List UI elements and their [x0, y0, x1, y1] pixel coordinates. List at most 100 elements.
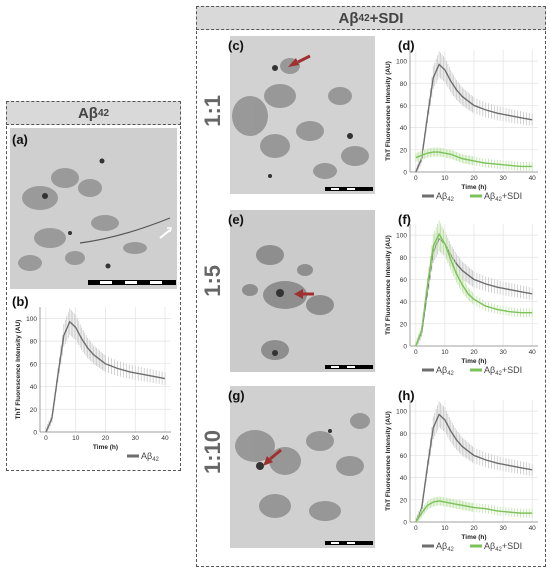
tem-image-c: [230, 36, 375, 194]
x-axis-label: Time (h): [461, 358, 486, 365]
x-tick-label: 10: [441, 349, 449, 356]
legend-label-sub: 42: [495, 197, 502, 203]
x-tick-label: 10: [441, 175, 449, 182]
left-group-title: Aβ 42: [6, 101, 181, 125]
panel-label-d: (d): [398, 38, 415, 53]
x-tick-label: 0: [414, 175, 418, 182]
y-tick-label: 60: [400, 453, 408, 460]
chart-b: 0 20 40 60 80 100 0 10 20 30 40 Time (h) ThT Fluores…: [10, 293, 177, 468]
panel-label-e: (e): [228, 212, 244, 227]
legend-label: Aβ42+SDI: [484, 365, 522, 377]
x-tick-label: 40: [529, 175, 537, 182]
legend-label-sub: 42: [447, 547, 454, 553]
tem-image-e: [230, 210, 375, 372]
x-tick-label: 40: [161, 435, 169, 442]
chart-svg-d: 0 20 40 60 80 100 0 10 20 30 40 Time (h) ThT Fluores…: [385, 50, 538, 203]
panel-label-c: (c): [228, 38, 244, 53]
y-axis-label: ThT Fluorescence Intensity (AU): [385, 235, 392, 335]
right-group-title: Aβ 42 +SDI: [196, 6, 546, 30]
y-tick-label: 40: [400, 475, 408, 482]
y-tick-label: 80: [400, 81, 408, 88]
series-line-abeta: [415, 413, 533, 523]
x-tick-label: 40: [529, 349, 537, 356]
ratio-label-1-10: 1:10: [200, 430, 225, 475]
chart-svg-b: 0 20 40 60 80 100 0 10 20 30 40 Time (h) ThT Fluores…: [15, 307, 171, 463]
y-tick-label: 60: [30, 361, 38, 368]
x-tick-label: 20: [470, 349, 478, 356]
x-tick-label: 10: [441, 525, 449, 532]
ratio-label-1-1: 1:1: [200, 95, 225, 127]
y-tick-label: 0: [403, 344, 407, 351]
x-tick-label: 30: [499, 525, 507, 532]
x-tick-label: 20: [470, 175, 478, 182]
series-line-sdi: [415, 500, 533, 523]
panel-label-a: (a): [12, 132, 28, 147]
y-tick-label: 0: [403, 170, 407, 177]
legend-label-suffix: +SDI: [502, 541, 522, 551]
legend-label-sub: 42: [152, 457, 159, 463]
y-tick-label: 100: [396, 233, 407, 240]
ratio-label-1-5: 1:5: [200, 265, 225, 297]
y-tick-label: 20: [400, 147, 408, 154]
legend-label: Aβ42+SDI: [484, 191, 522, 203]
legend-label-sub: 42: [447, 197, 454, 203]
tem-image-g: [230, 386, 375, 548]
chart-svg-f: 0 20 40 60 80 100 0 10 20 30 40 Time (h) ThT Fluores…: [385, 220, 538, 377]
panel-label-h: (h): [398, 388, 415, 403]
chart-f: 0 20 40 60 80 100 0 10 20 30 40 Time (h) ThT Fluores…: [380, 210, 544, 382]
chart-svg-h: 0 20 40 60 80 100 0 10 20 30 40 Time (h) ThT Fluores…: [385, 400, 538, 553]
y-tick-label: 80: [400, 431, 408, 438]
series-line-sdi: [415, 232, 533, 347]
chart-h: 0 20 40 60 80 100 0 10 20 30 40 Time (h) ThT Fluores…: [380, 386, 544, 558]
y-tick-label: 100: [26, 316, 37, 323]
y-tick-label: 80: [30, 339, 38, 346]
y-tick-label: 20: [400, 497, 408, 504]
y-tick-label: 0: [403, 520, 407, 527]
legend-label: Aβ42: [436, 191, 455, 203]
x-tick-label: 20: [102, 435, 110, 442]
y-tick-label: 40: [30, 384, 38, 391]
y-axis-label: ThT Fluorescence Intensity (AU): [385, 411, 392, 511]
panel-label-f: (f): [398, 212, 411, 227]
chart-d: 0 20 40 60 80 100 0 10 20 30 40 Time (h) ThT Fluores…: [380, 36, 544, 208]
x-axis-label: Time (h): [461, 184, 486, 191]
y-tick-label: 100: [396, 59, 407, 66]
x-tick-label: 30: [132, 435, 140, 442]
x-tick-label: 0: [414, 525, 418, 532]
x-tick-label: 20: [470, 525, 478, 532]
tem-fibril-texture: [10, 128, 177, 289]
y-tick-label: 60: [400, 277, 408, 284]
x-tick-label: 30: [499, 349, 507, 356]
tem-image-a: [10, 128, 177, 289]
y-axis-label: ThT Fluorescence Intensity (AU): [385, 61, 392, 161]
legend-label-sub: 42: [495, 371, 502, 377]
x-tick-label: 40: [529, 525, 537, 532]
legend-label-sub: 42: [495, 547, 502, 553]
legend-label-sub: 42: [447, 371, 454, 377]
panel-label-g: (g): [228, 388, 245, 403]
y-axis-label: ThT Fluorescence Intensity (AU): [15, 320, 22, 420]
legend-label: Aβ42: [436, 541, 455, 553]
x-tick-label: 30: [499, 175, 507, 182]
series-line-sdi: [415, 151, 533, 168]
y-tick-label: 20: [30, 407, 38, 414]
legend-label-suffix: +SDI: [502, 365, 522, 375]
x-axis-label: Time (h): [93, 444, 118, 451]
y-tick-label: 20: [400, 321, 408, 328]
y-tick-label: 60: [400, 103, 408, 110]
y-tick-label: 0: [33, 430, 37, 437]
y-tick-label: 40: [400, 299, 408, 306]
legend-label-suffix: +SDI: [502, 191, 522, 201]
x-tick-label: 10: [72, 435, 80, 442]
x-axis-label: Time (h): [461, 534, 486, 541]
x-tick-label: 0: [44, 435, 48, 442]
y-tick-label: 40: [400, 125, 408, 132]
panel-label-b: (b): [12, 294, 29, 309]
y-tick-label: 80: [400, 255, 408, 262]
x-tick-label: 0: [414, 349, 418, 356]
series-line-abeta: [415, 63, 533, 173]
series-line-abeta: [45, 320, 166, 433]
legend-label: Aβ42+SDI: [484, 541, 522, 553]
y-tick-label: 100: [396, 409, 407, 416]
legend-label: Aβ42: [141, 451, 160, 463]
